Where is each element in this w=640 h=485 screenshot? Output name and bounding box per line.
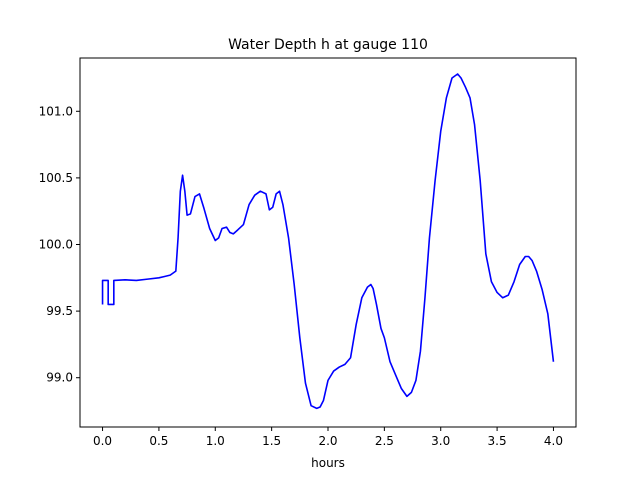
x-tick-label: 3.5 — [488, 434, 507, 448]
y-tick-label: 100.0 — [39, 237, 73, 251]
y-tick-label: 100.5 — [39, 171, 73, 185]
x-tick-label: 1.5 — [262, 434, 281, 448]
x-tick-label: 2.0 — [318, 434, 337, 448]
y-tick-label: 99.0 — [46, 371, 73, 385]
chart-title: Water Depth h at gauge 110 — [228, 37, 428, 53]
x-tick-label: 0.0 — [93, 434, 112, 448]
x-tick-label: 2.5 — [375, 434, 394, 448]
y-tick-label: 99.5 — [46, 304, 73, 318]
ticks-layer: 0.0 0.5 1.0 1.5 2.0 2.5 3.0 3.5 4.0 99.0 99.5 100.0… — [39, 104, 563, 448]
plot-frame — [79, 57, 577, 428]
x-tick-label: 4.0 — [544, 434, 563, 448]
x-axis-label: hours — [311, 456, 345, 470]
y-tick-label: 101.0 — [39, 104, 73, 118]
series-line — [101, 73, 555, 410]
series-layer — [101, 73, 555, 410]
x-tick-label: 1.0 — [206, 434, 225, 448]
x-tick-label: 3.0 — [431, 434, 450, 448]
x-tick-label: 0.5 — [149, 434, 168, 448]
